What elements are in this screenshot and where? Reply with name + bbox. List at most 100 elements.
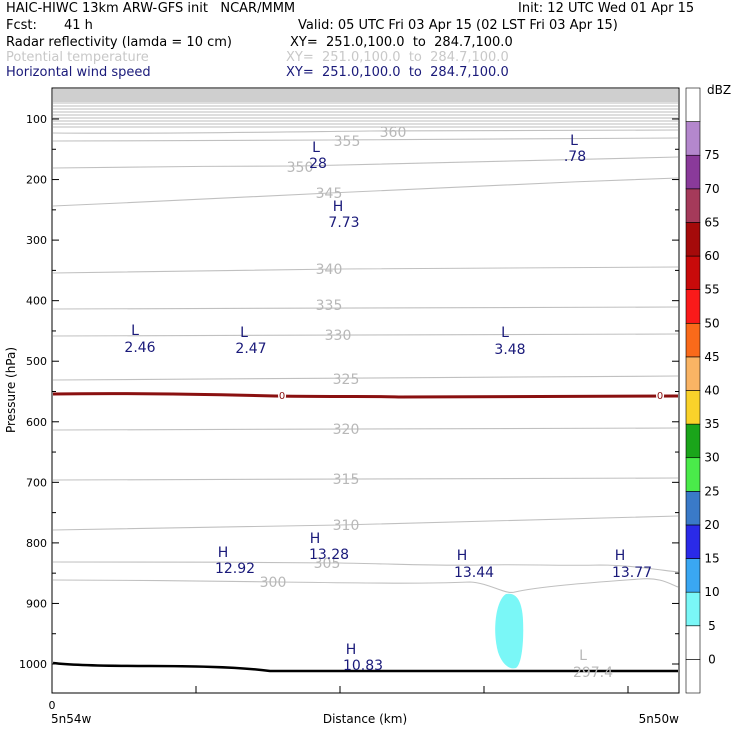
colorbar-swatch-5 xyxy=(685,491,701,526)
zero-contour xyxy=(52,392,679,399)
theta-contour-315 xyxy=(52,477,679,481)
theta-contour-305 xyxy=(52,561,679,573)
theta-label-330: 330 xyxy=(325,328,352,344)
colorbar-label-70: 70 xyxy=(704,182,719,196)
wind-extremum-type-7: H xyxy=(310,531,321,547)
wind-extrema: L 28 L .78 H 7.73 L 2.46 L 2.47 L 3.48 H… xyxy=(124,133,652,674)
wind-extremum-value-2: 7.73 xyxy=(328,215,359,231)
colorbar-label-20: 20 xyxy=(704,518,719,532)
colorbar-swatch-9 xyxy=(685,356,701,391)
colorbar-swatch-0 xyxy=(685,659,701,694)
colorbar-swatch-16 xyxy=(685,121,701,156)
field-xy-theta: XY= 251.0,100.0 to 284.7,100.0 xyxy=(286,50,509,65)
zero-contour-label-right: 0 xyxy=(657,391,663,402)
wind-extremum-value-5: 3.48 xyxy=(494,342,525,358)
reflectivity-colorbar: 0 5 10 15 20 25 30 35 40 45 50 55 60 65 70 75 xyxy=(685,87,720,694)
theta-extremum-value-0: 297.4 xyxy=(573,665,613,681)
colorbar-swatch-12 xyxy=(685,255,701,290)
theta-contour-345 xyxy=(52,177,679,207)
wind-extremum-type-6: H xyxy=(218,545,229,561)
colorbar-label-75: 75 xyxy=(704,148,719,162)
y-tick-label-900: 900 xyxy=(26,597,47,610)
wind-extremum-type-1: L xyxy=(570,133,578,149)
theta-label-340: 340 xyxy=(316,262,343,278)
wind-extremum-value-6: 12.92 xyxy=(215,561,255,577)
theta-extremum-type-0: L xyxy=(579,648,587,664)
colorbar-label-50: 50 xyxy=(704,316,719,330)
y-tick-label-200: 200 xyxy=(26,174,47,187)
theta-contour-320 xyxy=(52,427,679,431)
theta-contour-360 xyxy=(52,129,679,134)
stratosphere-theta-band xyxy=(53,89,678,128)
colorbar-units: dBZ xyxy=(707,83,731,97)
theta-contour-335 xyxy=(52,306,679,310)
colorbar-swatch-8 xyxy=(685,390,701,425)
theta-label-345: 345 xyxy=(316,186,343,202)
wind-extremum-type-4: L xyxy=(240,325,248,341)
y-tick-label-600: 600 xyxy=(26,416,47,429)
x-tick-label: 0 xyxy=(49,699,56,712)
theta-contour-355 xyxy=(52,137,679,142)
wind-extremum-value-4: 2.47 xyxy=(235,341,266,357)
wind-extremum-type-0: L xyxy=(312,140,320,156)
colorbar-label-35: 35 xyxy=(704,417,719,431)
wind-extremum-value-1: .78 xyxy=(564,149,586,165)
model-title: HAIC-HIWC 13km ARW-GFS init NCAR/MMM xyxy=(6,1,296,16)
theta-contour-350 xyxy=(52,156,679,169)
colorbar-swatch-11 xyxy=(685,289,701,324)
colorbar-swatch-1 xyxy=(685,625,701,660)
field-xy-wind: XY= 251.0,100.0 to 284.7,100.0 xyxy=(286,65,509,80)
colorbar-swatch-6 xyxy=(685,457,701,492)
theta-contour-330 xyxy=(52,333,679,337)
theta-label-360: 360 xyxy=(380,125,407,141)
colorbar-swatch-10 xyxy=(685,322,701,358)
field-name-theta: Potential temperature xyxy=(6,50,149,65)
colorbar-swatch-17 xyxy=(685,87,701,122)
colorbar-swatch-14 xyxy=(685,188,701,223)
wind-extremum-type-5: L xyxy=(501,325,509,341)
forecast-hours: 41 h xyxy=(64,18,93,33)
plot-frame xyxy=(51,87,680,694)
theta-label-300: 300 xyxy=(260,575,287,591)
wind-extremum-value-9: 13.77 xyxy=(612,565,652,581)
y-tick-label-100: 100 xyxy=(26,113,47,126)
forecast-label: Fcst: xyxy=(6,18,37,33)
colorbar-label-25: 25 xyxy=(704,484,719,498)
colorbar-label-60: 60 xyxy=(704,249,719,263)
y-tick-label-1000: 1000 xyxy=(19,658,47,671)
theta-contour-340 xyxy=(52,266,679,274)
field-xy-reflectivity: XY= 251.0,100.0 to 284.7,100.0 xyxy=(290,35,513,50)
theta-label-320: 320 xyxy=(333,422,360,438)
wind-extremum-type-10: H xyxy=(346,642,357,658)
colorbar-swatch-3 xyxy=(685,558,701,593)
y-tick-label-400: 400 xyxy=(26,295,47,308)
y-axis: 100 200 300 400 500 600 700 800 900 1000 xyxy=(19,113,679,671)
wind-extremum-value-0: 28 xyxy=(309,156,327,172)
colorbar-label-0: 0 xyxy=(708,652,716,666)
colorbar-swatch-4 xyxy=(685,524,701,559)
wind-extremum-value-3: 2.46 xyxy=(124,340,155,356)
reflectivity-echo xyxy=(495,593,524,669)
field-name-wind: Horizontal wind speed xyxy=(6,65,151,80)
init-time: Init: 12 UTC Wed 01 Apr 15 xyxy=(518,1,695,16)
theta-label-325: 325 xyxy=(333,372,360,388)
zero-contour-label-left: 0 xyxy=(279,391,285,402)
wind-extremum-type-2: H xyxy=(333,199,344,215)
surface-line xyxy=(52,661,678,673)
colorbar-swatch-13 xyxy=(685,222,701,257)
theta-contour-310 xyxy=(52,515,679,531)
theta-contour-325 xyxy=(52,375,679,381)
x-axis-label: Distance (km) xyxy=(323,712,407,726)
colorbar-label-30: 30 xyxy=(704,451,719,465)
y-tick-label-700: 700 xyxy=(26,476,47,489)
y-tick-label-800: 800 xyxy=(26,537,47,550)
colorbar-label-40: 40 xyxy=(704,384,719,398)
y-tick-label-300: 300 xyxy=(26,234,47,247)
wind-extremum-value-10: 10.83 xyxy=(343,658,383,674)
x-left-label: 5n54w xyxy=(51,712,92,726)
theta-label-305: 305 xyxy=(314,556,341,572)
colorbar-label-10: 10 xyxy=(704,585,719,599)
colorbar-label-45: 45 xyxy=(704,350,719,364)
wind-extremum-type-9: H xyxy=(615,548,626,564)
